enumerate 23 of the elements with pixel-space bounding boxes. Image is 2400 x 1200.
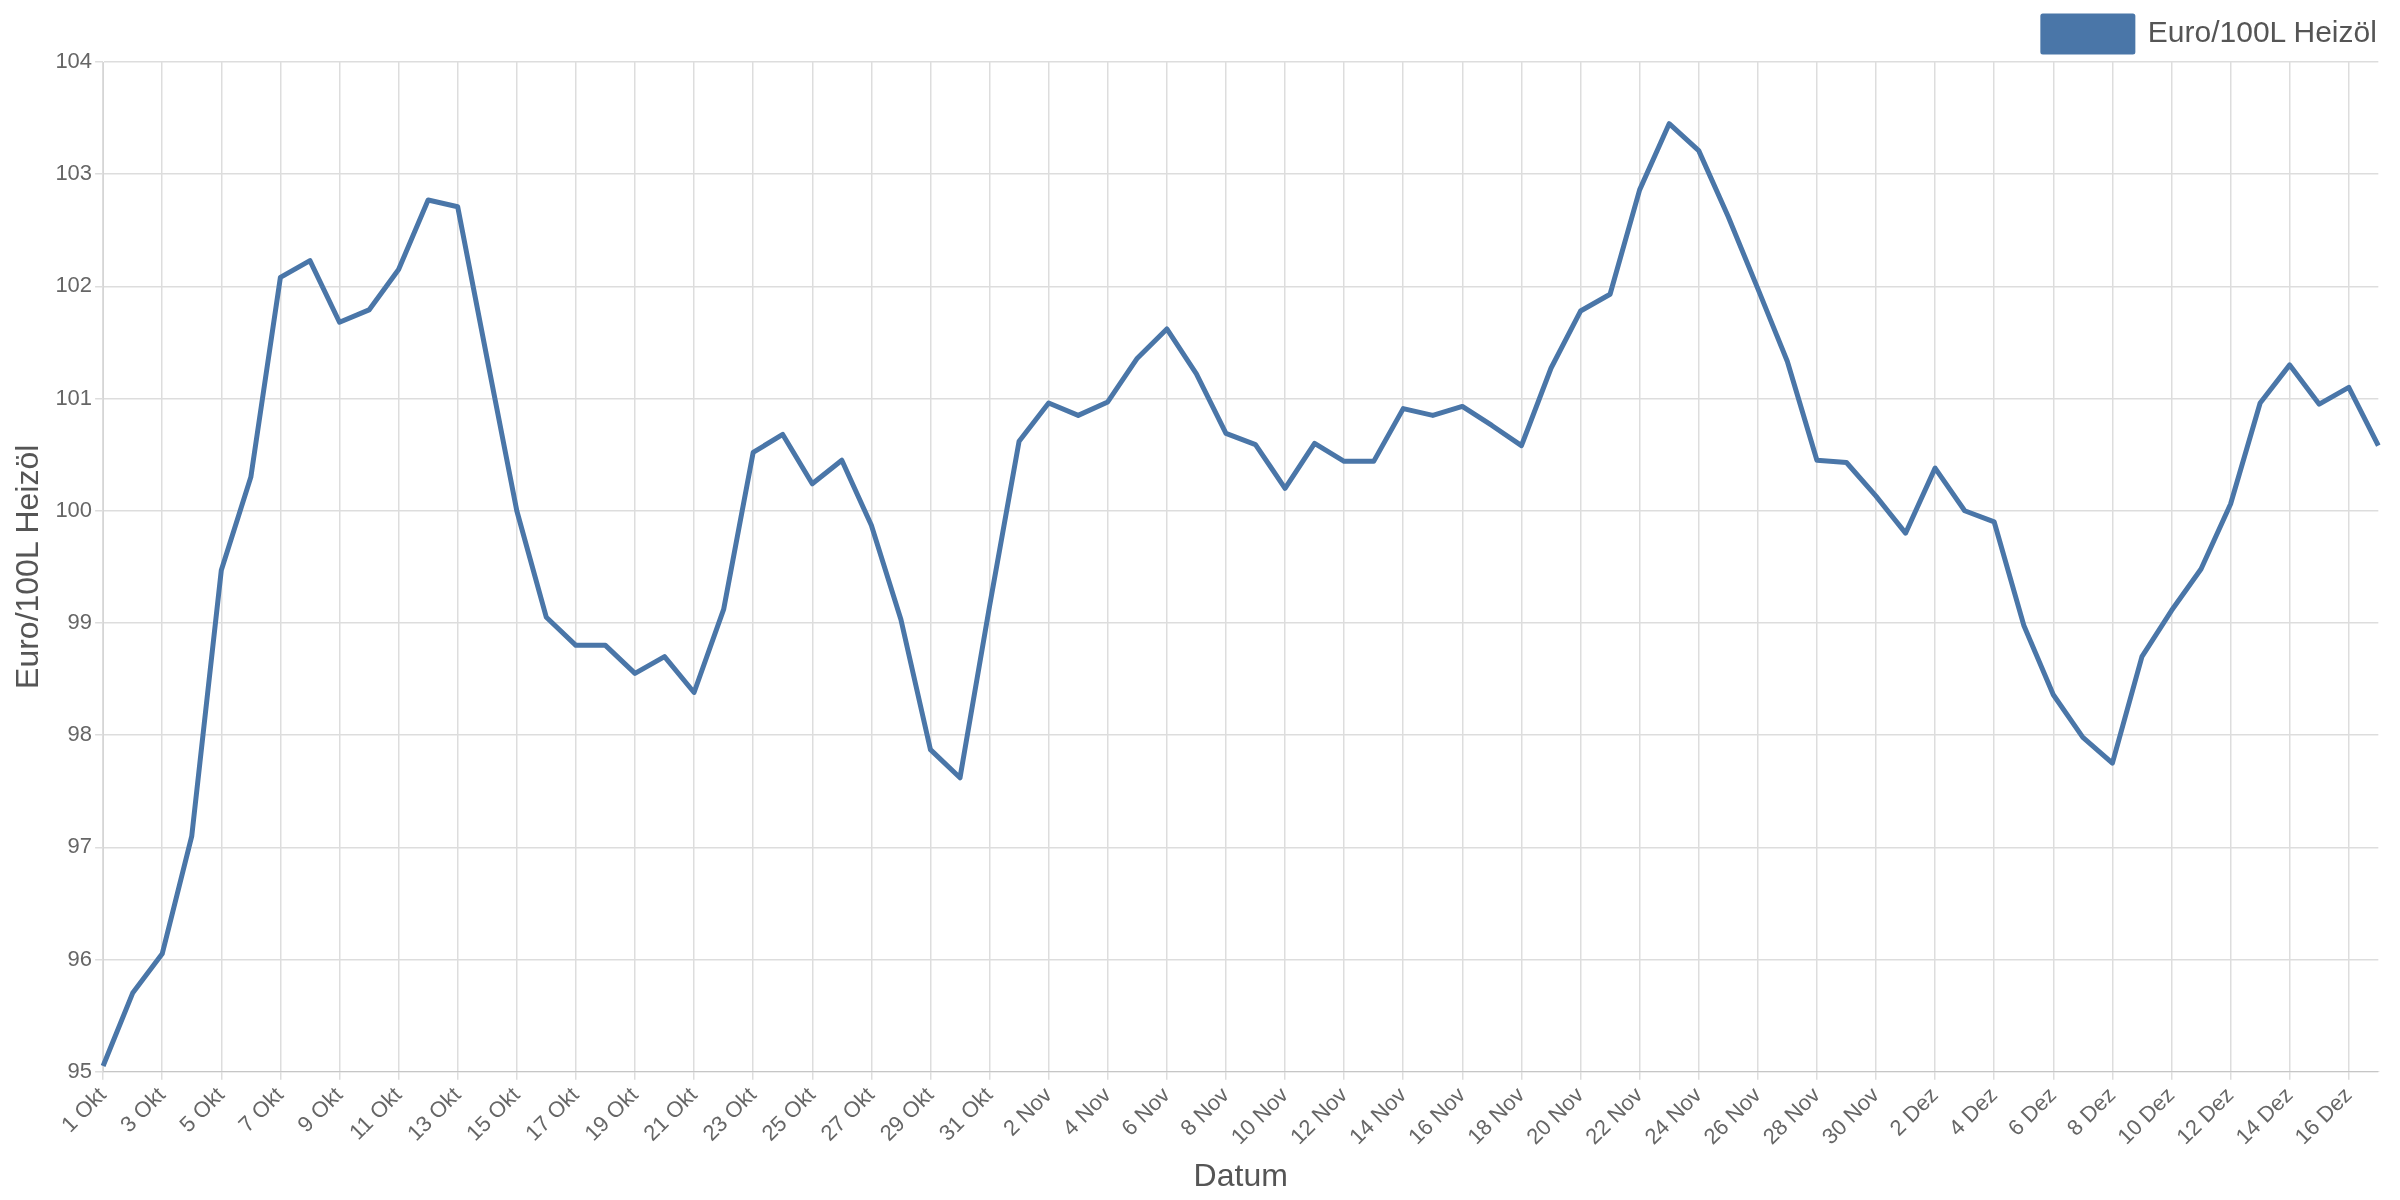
x-tick-label: 2 Dez bbox=[1884, 1082, 1943, 1141]
y-tick-label: 96 bbox=[67, 945, 93, 971]
x-tick-label: 6 Dez bbox=[2002, 1082, 2062, 1141]
y-tick-label: 98 bbox=[67, 721, 93, 747]
y-tick-label: 102 bbox=[55, 272, 93, 298]
y-tick-label: 97 bbox=[67, 833, 93, 859]
x-tick-label: 4 Dez bbox=[1943, 1082, 2003, 1141]
y-tick-label: 103 bbox=[55, 160, 93, 186]
y-tick-label: 100 bbox=[55, 496, 93, 522]
x-tick-label: 7 Okt bbox=[233, 1082, 289, 1137]
x-tick-label: 3 Okt bbox=[115, 1082, 171, 1137]
y-tick-label: 101 bbox=[55, 384, 93, 410]
y-tick-label: 95 bbox=[67, 1057, 93, 1083]
legend-label: Euro/100L Heizöl bbox=[2147, 15, 2377, 49]
x-tick-label: 1 Okt bbox=[56, 1082, 111, 1137]
x-tick-label: 6 Nov bbox=[1116, 1082, 1175, 1141]
x-tick-label: 4 Nov bbox=[1057, 1082, 1116, 1141]
y-tick-label: 104 bbox=[55, 48, 93, 74]
x-tick-label: 5 Okt bbox=[174, 1082, 230, 1137]
y-tick-label: 99 bbox=[67, 608, 93, 634]
x-tick-label: 2 Nov bbox=[998, 1082, 1057, 1141]
y-axis-title: Euro/100L Heizöl bbox=[9, 444, 46, 689]
x-axis-title: Datum bbox=[1193, 1156, 1288, 1193]
